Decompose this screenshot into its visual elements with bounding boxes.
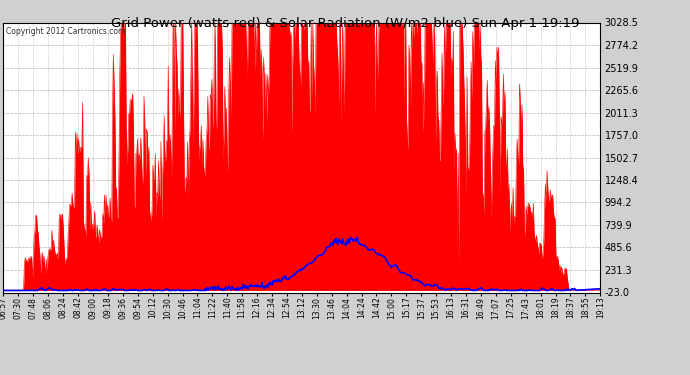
Text: Copyright 2012 Cartronics.com: Copyright 2012 Cartronics.com	[6, 27, 126, 36]
Text: Grid Power (watts red) & Solar Radiation (W/m2 blue) Sun Apr 1 19:19: Grid Power (watts red) & Solar Radiation…	[111, 17, 579, 30]
